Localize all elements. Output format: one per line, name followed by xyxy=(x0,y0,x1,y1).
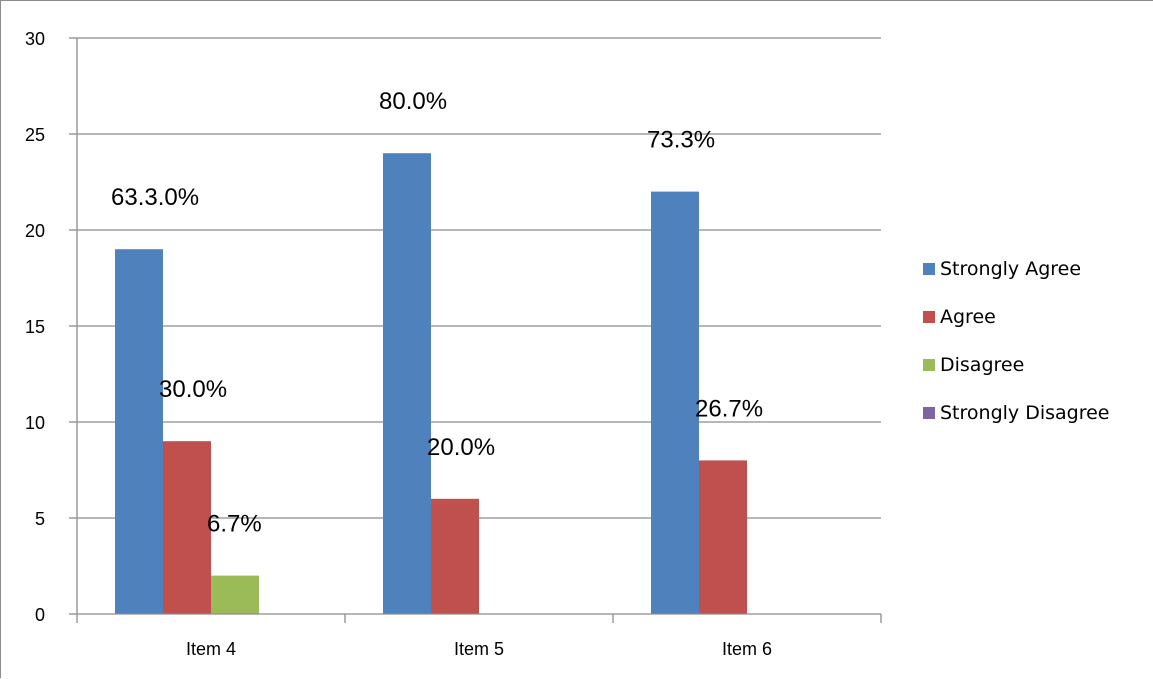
bar xyxy=(651,191,699,614)
x-tick-label: Item 6 xyxy=(722,639,772,659)
data-label: 20.0% xyxy=(427,434,495,461)
x-tick-label: Item 5 xyxy=(454,639,504,659)
data-label: 73.3% xyxy=(647,127,715,154)
y-tick-label: 5 xyxy=(35,509,45,529)
bars xyxy=(115,153,747,614)
bar xyxy=(115,249,163,614)
legend-swatch xyxy=(923,311,935,323)
y-tick-label: 20 xyxy=(25,221,45,241)
data-label: 30.0% xyxy=(159,376,227,403)
data-label: 6.7% xyxy=(207,511,262,538)
y-tick-label: 0 xyxy=(35,605,45,625)
y-tick-label: 30 xyxy=(25,29,45,49)
legend: Strongly Agree Agree Disagree Strongly Disa… xyxy=(923,258,1109,424)
bar xyxy=(383,153,431,614)
axes: 0 5 10 15 20 25 30 Item 4 Item 5 Item 6 xyxy=(25,29,882,659)
legend-swatch xyxy=(923,359,935,371)
legend-label: Disagree xyxy=(940,354,1024,376)
legend-label: Strongly Disagree xyxy=(940,402,1109,424)
data-label: 63.3.0% xyxy=(111,184,199,211)
legend-swatch xyxy=(923,407,935,419)
data-label: 26.7% xyxy=(695,395,763,422)
y-tick-label: 15 xyxy=(25,317,45,337)
bar xyxy=(699,460,747,614)
bar xyxy=(431,498,479,614)
y-tick-label: 25 xyxy=(25,125,45,145)
legend-label: Agree xyxy=(940,306,996,328)
bar xyxy=(163,441,211,614)
y-tick-label: 10 xyxy=(25,413,45,433)
bar xyxy=(211,575,259,614)
legend-label: Strongly Agree xyxy=(940,258,1081,280)
data-labels: 63.3.0% 30.0% 6.7% 80.0% 20.0% 73.3% 26.7% xyxy=(111,88,763,537)
data-label: 80.0% xyxy=(379,88,447,115)
legend-swatch xyxy=(923,263,935,275)
x-tick-label: Item 4 xyxy=(186,639,236,659)
